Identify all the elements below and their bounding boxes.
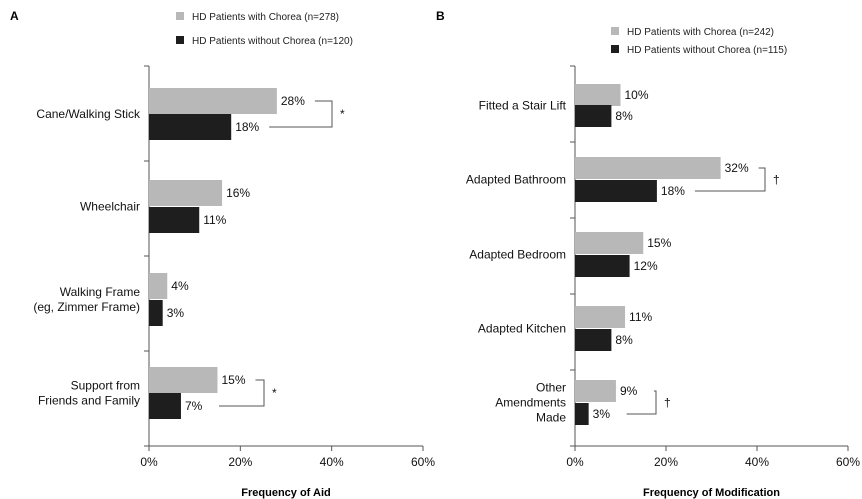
significance-marker: † [664,396,671,410]
bar-with-chorea [149,88,277,114]
data-label: 16% [226,186,250,200]
x-axis-title: Frequency of Modification [643,487,780,499]
legend-label: HD Patients without Chorea (n=115) [627,45,787,56]
significance-marker: † [773,173,780,187]
bar-with-chorea [575,157,721,179]
category-label: Walking Frame [60,285,141,299]
x-axis-title: Frequency of Aid [241,487,330,499]
significance-marker: * [340,107,345,121]
category-label: Adapted Bathroom [466,173,566,187]
data-label: 8% [615,109,633,123]
x-tick-label: 60% [836,455,860,469]
data-label: 11% [203,213,226,227]
legend-label: HD Patients without Chorea (n=120) [192,36,353,47]
data-label: 10% [625,88,649,102]
bar-with-chorea [149,273,168,299]
bar-with-chorea [575,232,644,254]
panel-letter: B [436,9,445,23]
x-tick-label: 0% [566,455,584,469]
data-label: 3% [593,407,611,421]
category-label: Support from [71,379,140,393]
data-label: 32% [725,161,749,175]
significance-bracket [626,390,657,415]
bar-without-chorea [149,114,232,140]
bar-with-chorea [575,380,616,402]
bar-without-chorea [149,300,163,326]
category-label: Other [536,381,566,395]
data-label: 28% [281,94,305,108]
data-label: 15% [647,236,671,250]
data-label: 12% [634,259,658,273]
bar-with-chorea [575,306,626,328]
category-label: Adapted Kitchen [478,322,566,336]
bar-without-chorea [575,403,589,425]
significance-marker: * [272,386,277,400]
significance-bracket [694,167,766,192]
category-label: Amendments [495,396,566,410]
significance-bracket [218,379,265,407]
bar-with-chorea [575,84,621,106]
bar-without-chorea [149,393,181,419]
bar-without-chorea [149,207,200,233]
category-label: (eg, Zimmer Frame) [33,300,140,314]
data-label: 3% [167,306,185,320]
bar-without-chorea [575,105,612,127]
data-label: 9% [620,384,638,398]
legend-swatch [176,12,184,20]
legend-swatch [611,27,619,35]
data-label: 11% [629,310,652,324]
category-label: Made [536,411,566,425]
x-tick-label: 20% [228,455,252,469]
category-label: Adapted Bedroom [469,248,566,262]
panel-b: B HD Patients with Chorea (n=242) HD Patie… [436,9,860,499]
data-label: 18% [661,184,685,198]
bar-without-chorea [575,329,612,351]
legend-label: HD Patients with Chorea (n=242) [627,27,774,38]
x-tick-label: 40% [320,455,344,469]
data-label: 18% [235,120,259,134]
significance-bracket [269,100,333,128]
category-label: Fitted a Stair Lift [479,99,567,113]
legend-swatch [176,36,184,44]
data-label: 15% [222,373,246,387]
x-tick-label: 20% [654,455,678,469]
x-tick-label: 40% [745,455,769,469]
legend-label: HD Patients with Chorea (n=278) [192,12,339,23]
x-tick-label: 0% [140,455,158,469]
x-tick-label: 60% [411,455,435,469]
data-label: 7% [185,399,203,413]
category-label: Cane/Walking Stick [36,107,141,121]
panel-a: A HD Patients with Chorea (n=278) HD Patie… [10,9,435,499]
category-label: Friends and Family [38,394,140,408]
bar-without-chorea [575,255,630,277]
bar-with-chorea [149,180,223,206]
data-label: 8% [615,333,633,347]
bar-with-chorea [149,367,218,393]
bar-without-chorea [575,180,657,202]
data-label: 4% [171,279,189,293]
panel-letter: A [10,9,19,23]
category-label: Wheelchair [80,200,140,214]
legend-swatch [611,45,619,53]
